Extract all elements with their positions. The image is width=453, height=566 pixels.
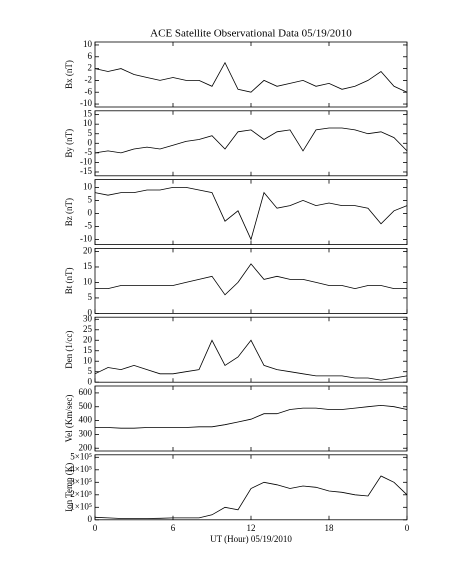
x-tick-label: 0 xyxy=(93,523,98,533)
y-tick-label: 200 xyxy=(79,442,93,452)
plot-frame xyxy=(94,110,408,177)
data-line xyxy=(94,475,408,519)
y-tick-label: -10 xyxy=(80,98,92,108)
y-tick-label: 10 xyxy=(83,181,93,191)
y-tick-label: 10 xyxy=(83,277,93,287)
data-line xyxy=(95,263,407,296)
y-tick-label: 10 xyxy=(83,39,93,49)
y-axis-label: Ion Temp (K) xyxy=(64,463,74,512)
y-tick-label: 10 xyxy=(83,118,93,128)
y-axis-label: Den (1/cc) xyxy=(64,331,74,369)
y-tick-label: 4×10⁵ xyxy=(70,464,92,474)
y-axis-label: Bz (nT) xyxy=(64,198,74,226)
plot-frame xyxy=(94,385,408,452)
y-tick-label: 0 xyxy=(88,137,93,147)
y-tick-label: 30 xyxy=(83,313,93,323)
x-tick-label: 18 xyxy=(325,523,335,533)
y-axis-label: Vel (Km/sec) xyxy=(64,395,74,443)
y-tick-label: -5 xyxy=(85,147,93,157)
x-tick-label: 12 xyxy=(247,523,256,533)
y-tick-label: -10 xyxy=(80,233,92,243)
x-axis-label: UT (Hour) 05/19/2010 xyxy=(210,534,292,544)
y-tick-label: 3×10⁵ xyxy=(70,476,92,486)
y-tick-label: 5 xyxy=(88,292,93,302)
x-tick-label: 0 xyxy=(405,523,410,533)
y-axis-label: By (nT) xyxy=(64,129,74,158)
y-tick-label: 6 xyxy=(88,51,93,61)
plot-frame xyxy=(94,316,408,383)
data-line xyxy=(94,127,408,154)
y-tick-label: -6 xyxy=(85,86,93,96)
y-tick-label: -2 xyxy=(85,74,93,84)
y-tick-label: 2×10⁵ xyxy=(70,489,92,499)
y-tick-label: 20 xyxy=(83,246,93,256)
y-axis-label: Bx (nT) xyxy=(64,60,74,89)
x-tick-label: 6 xyxy=(171,523,176,533)
y-tick-label: 2 xyxy=(88,63,93,73)
y-tick-label: 10 xyxy=(83,355,93,365)
plot-frame xyxy=(94,454,408,521)
data-line xyxy=(94,187,408,241)
plot-frame xyxy=(94,41,408,108)
y-tick-label: 5×10⁵ xyxy=(70,451,92,461)
y-tick-label: 500 xyxy=(79,401,93,411)
y-tick-label: 300 xyxy=(79,428,93,438)
y-tick-label: 400 xyxy=(79,415,93,425)
y-tick-label: 0 xyxy=(88,207,93,217)
y-tick-label: 5 xyxy=(88,194,93,204)
y-tick-label: -10 xyxy=(80,156,92,166)
data-line xyxy=(94,339,408,381)
data-line xyxy=(95,404,408,429)
y-tick-label: -5 xyxy=(85,220,93,230)
y-tick-label: 25 xyxy=(83,324,93,334)
y-tick-label: 15 xyxy=(83,109,93,119)
y-tick-label: 5 xyxy=(88,366,93,376)
y-tick-label: 0 xyxy=(88,514,93,524)
plot-frame xyxy=(94,247,408,314)
plot-frame xyxy=(94,179,408,246)
y-tick-label: 600 xyxy=(79,387,93,397)
y-tick-label: 5 xyxy=(88,128,93,138)
y-axis-label: Bt (nT) xyxy=(64,268,74,295)
y-tick-label: 0 xyxy=(88,307,93,317)
chart-title: ACE Satellite Observational Data 05/19/2… xyxy=(150,28,352,40)
y-tick-label: 1×10⁵ xyxy=(70,501,92,511)
y-tick-label: 20 xyxy=(83,334,93,344)
y-tick-label: 15 xyxy=(83,345,93,355)
y-tick-label: 0 xyxy=(88,376,93,386)
data-line xyxy=(94,61,408,93)
y-tick-label: -15 xyxy=(80,166,92,176)
y-tick-label: 15 xyxy=(83,261,93,271)
